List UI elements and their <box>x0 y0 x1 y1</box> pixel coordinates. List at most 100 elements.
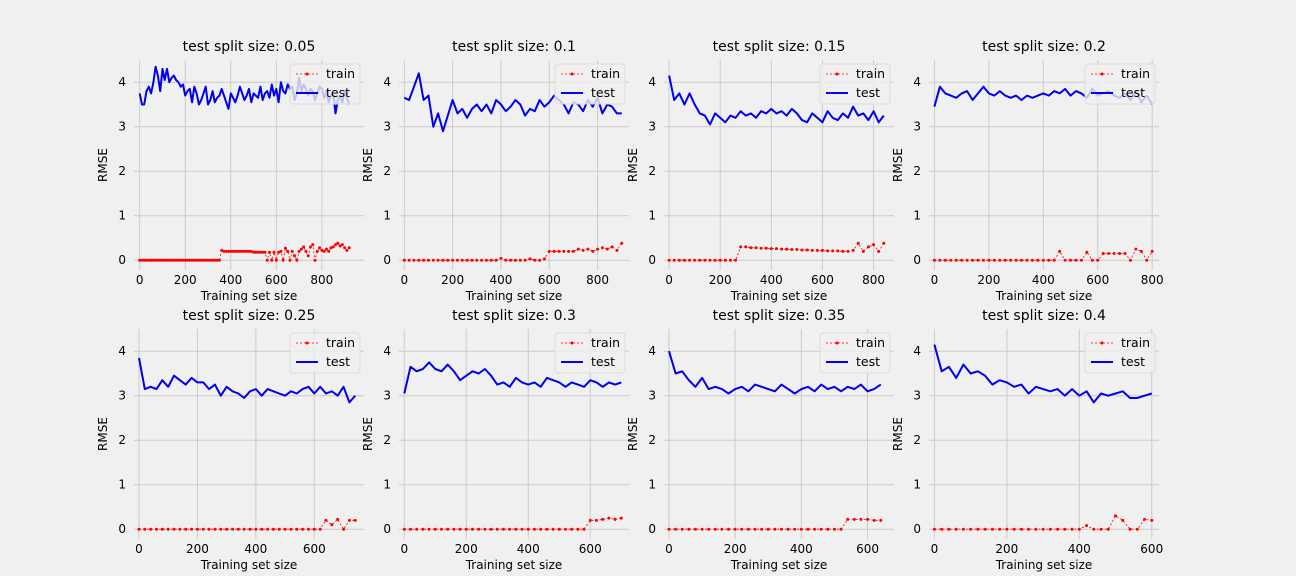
train-point <box>1030 258 1034 262</box>
train-point <box>306 254 310 258</box>
subplot-7: 0 200 400 600 0 1 2 3 4 test split size: 0.35 Trai… <box>626 308 894 572</box>
train-point <box>270 258 274 262</box>
train-point <box>815 248 819 252</box>
legend-label-test: test <box>1121 85 1145 100</box>
y-tick-label: 0 <box>383 522 391 536</box>
train-point <box>1052 258 1056 262</box>
train-point <box>591 249 595 253</box>
train-point <box>446 258 450 262</box>
train-point <box>586 247 590 251</box>
legend-label-test: test <box>856 354 880 369</box>
train-point <box>601 517 605 521</box>
train-point <box>987 258 991 262</box>
train-point <box>427 527 431 531</box>
train-point <box>455 258 459 262</box>
train-point <box>1139 249 1143 253</box>
train-point <box>295 527 299 531</box>
train-point <box>238 249 242 253</box>
train-point <box>1092 527 1096 531</box>
train-point <box>236 249 240 253</box>
train-point <box>1085 524 1089 528</box>
y-tick-label: 4 <box>648 75 656 89</box>
y-tick-label: 2 <box>648 164 656 178</box>
train-point <box>160 527 164 531</box>
test-series-line <box>403 72 622 133</box>
subplot-title: test split size: 0.1 <box>452 39 576 55</box>
y-tick-label: 1 <box>383 478 391 492</box>
train-point <box>674 527 678 531</box>
y-axis-label: RMSE <box>361 417 375 451</box>
train-point <box>480 258 484 262</box>
y-tick-label: 1 <box>118 478 126 492</box>
y-tick-label: 2 <box>383 164 391 178</box>
train-point <box>613 517 617 521</box>
train-point <box>563 527 567 531</box>
train-point <box>520 527 524 531</box>
train-point <box>514 527 518 531</box>
train-point <box>290 249 294 253</box>
train-point <box>976 527 980 531</box>
train-point <box>1070 527 1074 531</box>
train-point <box>581 248 585 252</box>
legend-train-marker <box>1100 341 1104 345</box>
train-point <box>327 249 331 253</box>
train-point <box>421 527 425 531</box>
train-point <box>295 258 299 262</box>
x-tick-label: 0 <box>400 273 408 287</box>
train-point <box>151 258 155 262</box>
x-tick-label: 0 <box>931 542 939 556</box>
train-point <box>343 246 347 250</box>
train-point <box>213 527 217 531</box>
y-tick-label: 0 <box>118 522 126 536</box>
y-tick-label: 2 <box>913 164 921 178</box>
train-point <box>1012 527 1016 531</box>
train-point <box>248 527 252 531</box>
train-point <box>793 527 797 531</box>
train-point <box>1014 258 1018 262</box>
y-tick-label: 4 <box>118 75 126 89</box>
train-point <box>826 249 830 253</box>
x-tick-label: 800 <box>1141 273 1164 287</box>
train-point <box>728 258 732 262</box>
train-point <box>331 245 335 249</box>
train-point <box>790 248 794 252</box>
train-point <box>667 258 671 262</box>
train-point <box>698 258 702 262</box>
train-point <box>318 527 322 531</box>
train-point <box>667 527 671 531</box>
train-point <box>1034 527 1038 531</box>
train-point <box>620 241 624 245</box>
train-point <box>342 527 346 531</box>
train-point <box>186 258 190 262</box>
y-tick-label: 4 <box>913 75 921 89</box>
legend-train-marker <box>1100 72 1104 76</box>
x-tick-label: 0 <box>400 542 408 556</box>
legend-label-train: train <box>591 66 620 81</box>
train-point <box>286 249 290 253</box>
train-point <box>220 248 224 252</box>
train-point <box>1005 527 1009 531</box>
legend-train-marker <box>570 72 574 76</box>
train-point <box>1079 258 1083 262</box>
train-point <box>227 249 231 253</box>
x-tick-label: 600 <box>1086 273 1109 287</box>
train-point <box>949 258 953 262</box>
y-tick-label: 3 <box>913 389 921 403</box>
x-tick-label: 800 <box>862 273 885 287</box>
train-point <box>713 258 717 262</box>
train-point <box>720 527 724 531</box>
train-point <box>998 527 1002 531</box>
train-point <box>852 517 856 521</box>
y-axis-label: RMSE <box>96 148 110 182</box>
train-point <box>680 527 684 531</box>
train-point <box>856 241 860 245</box>
legend-label-test: test <box>856 85 880 100</box>
legend-label-train: train <box>326 66 355 81</box>
x-tick-label: 400 <box>244 542 267 556</box>
train-point <box>199 258 203 262</box>
train-point <box>1003 258 1007 262</box>
train-point <box>551 527 555 531</box>
train-point <box>402 258 406 262</box>
y-tick-label: 4 <box>383 75 391 89</box>
train-point <box>160 258 164 262</box>
